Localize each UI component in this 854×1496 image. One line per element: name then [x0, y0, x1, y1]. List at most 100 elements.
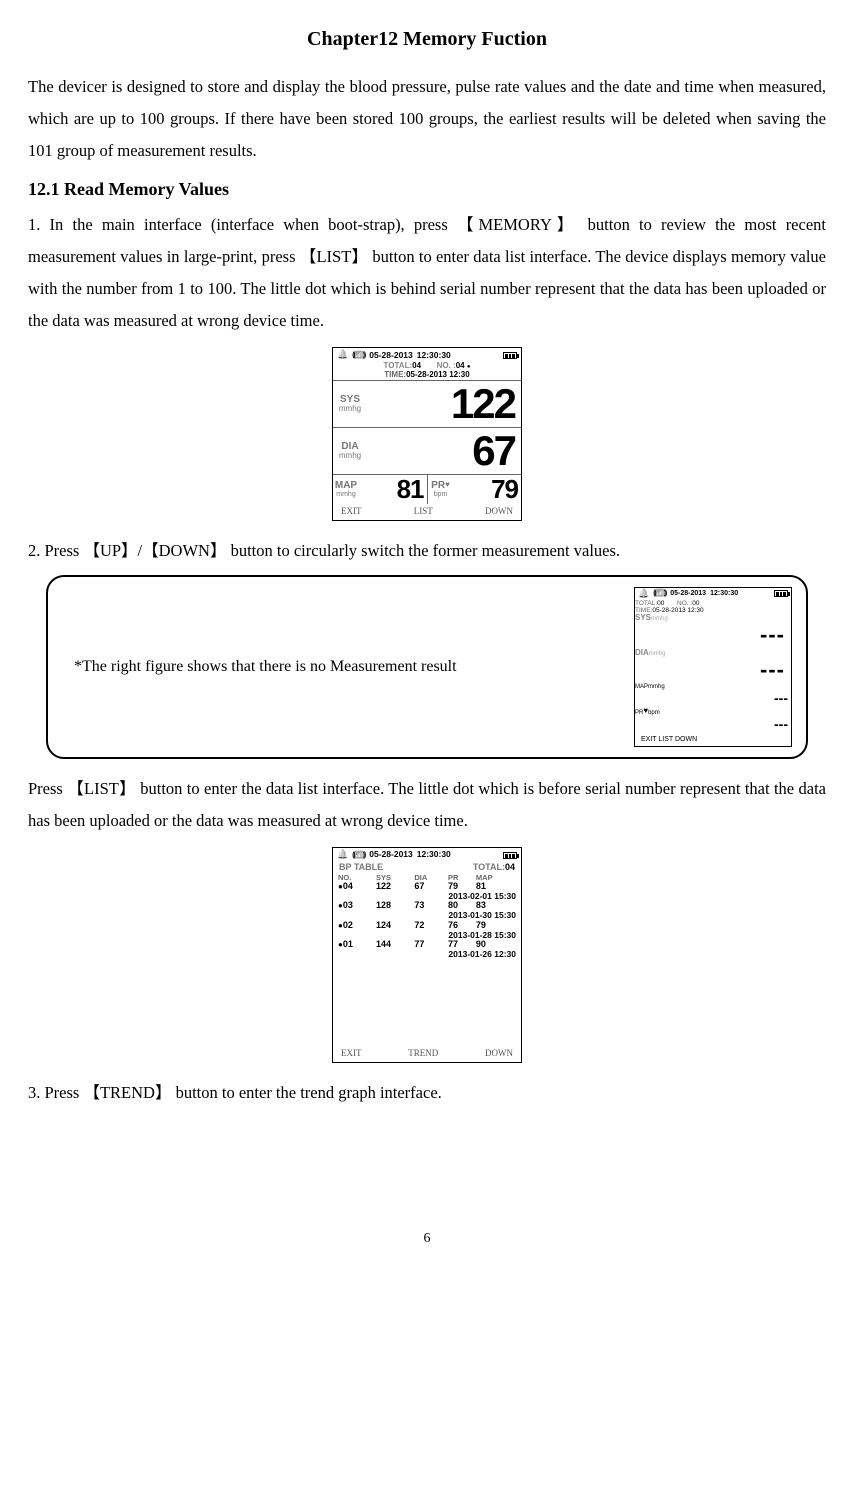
device-footer: EXIT LIST DOWN	[333, 504, 521, 520]
sys-unit: mmhg	[339, 405, 361, 414]
time-value: 05-28-2013 12:30	[652, 607, 703, 614]
dia-row: DIAmmhg ---	[635, 649, 791, 684]
total-label: TOTAL:	[635, 600, 657, 607]
pr-unit: bpm	[648, 710, 660, 716]
status-date: 05-28-2013	[369, 850, 412, 859]
footer-list: LIST	[658, 736, 673, 743]
meta-lines: TOTAL:04 NO. :04 ● TIME:05-28-2013 12:30	[333, 362, 521, 380]
note-no-result: *The right figure shows that there is no…	[46, 575, 808, 759]
device-screen-empty: 05-28-2013 12:30:30 TOTAL:00 NO. :00 TIM…	[634, 587, 792, 747]
battery-icon	[774, 590, 788, 597]
device-footer: EXIT LIST DOWN	[635, 734, 791, 746]
page-number: 6	[28, 1225, 826, 1252]
bp-table: NO. SYS DIA PR MAP ●04 122 67 79 81	[333, 874, 521, 1046]
row-no: 01	[343, 939, 353, 949]
status-bar: 05-28-2013 12:30:30	[635, 588, 791, 600]
footer-exit: EXIT	[341, 507, 362, 517]
pr-cell: PRbpm 79	[427, 474, 522, 504]
sys-unit: mmhg	[651, 616, 668, 622]
pr-label: PR	[635, 710, 648, 716]
row-sys: 122	[375, 882, 413, 892]
map-label: MAP	[335, 480, 357, 491]
row-ts: 2013-01-30 15:30	[337, 911, 517, 920]
footer-exit: EXIT	[341, 1049, 362, 1059]
device-screen-list: 05-28-2013 12:30:30 BP TABLE TOTAL:04 NO…	[332, 847, 522, 1063]
no-value: 04	[456, 361, 465, 370]
dia-label: DIA	[635, 648, 649, 657]
status-bar: 05-28-2013 12:30:30	[333, 848, 521, 862]
bp-table-title: BP TABLE	[339, 863, 383, 873]
table-row-ts: 2013-01-30 15:30	[337, 911, 517, 920]
intro-paragraph: The devicer is designed to store and dis…	[28, 71, 826, 168]
section-heading: 12.1 Read Memory Values	[28, 172, 826, 207]
map-pr-row: MAPmmhg --- PRbpm ---	[635, 684, 791, 734]
status-bar: 05-28-2013 12:30:30	[333, 348, 521, 362]
status-time: 12:30:30	[417, 351, 451, 360]
pr-value: 79	[454, 475, 522, 504]
footer-list: LIST	[414, 507, 433, 517]
battery-icon	[503, 352, 517, 359]
row-no: 02	[343, 920, 353, 930]
dia-row: DIAmmhg 67	[333, 427, 521, 474]
status-date: 05-28-2013	[369, 351, 412, 360]
map-pr-row: MAPmmhg 81 PRbpm 79	[333, 474, 521, 504]
status-time: 12:30:30	[417, 850, 451, 859]
row-ts: 2013-01-26 12:30	[337, 950, 517, 959]
pr-value: ---	[635, 717, 791, 734]
bp-title-row: BP TABLE TOTAL:04	[333, 862, 521, 874]
device-footer: EXIT TREND DOWN	[333, 1046, 521, 1062]
row-sys: 144	[375, 940, 413, 950]
footer-exit: EXIT	[641, 736, 656, 743]
sys-row: SYSmmhg ---	[635, 614, 791, 649]
footer-down: DOWN	[675, 736, 697, 743]
map-unit: mmhg	[336, 491, 355, 499]
paragraph-2: 2. Press 【UP】/【DOWN】 button to circularl…	[28, 535, 826, 567]
signal-icon	[653, 590, 666, 598]
row-ts: 2013-02-01 15:30	[337, 892, 517, 901]
total-label: TOTAL:	[384, 361, 413, 370]
dia-value: 67	[367, 428, 521, 474]
dia-value: ---	[635, 658, 791, 684]
signal-icon	[352, 350, 365, 360]
footer-down: DOWN	[485, 1049, 513, 1059]
row-dia: 73	[413, 901, 447, 911]
total-value: 00	[657, 600, 664, 607]
row-no: 03	[343, 900, 353, 910]
battery-icon	[503, 852, 517, 859]
no-label: NO. :	[677, 600, 692, 607]
row-dia: 67	[413, 882, 447, 892]
no-value: 00	[692, 600, 699, 607]
signal-icon	[352, 850, 365, 860]
row-ts: 2013-01-28 15:30	[337, 931, 517, 940]
total-value: 04	[412, 361, 421, 370]
footer-down: DOWN	[485, 507, 513, 517]
status-date: 05-28-2013	[670, 590, 706, 598]
figure-memory-detail: 05-28-2013 12:30:30 TOTAL:04 NO. :04 ● T…	[28, 347, 826, 520]
figure-bp-table: 05-28-2013 12:30:30 BP TABLE TOTAL:04 NO…	[28, 847, 826, 1063]
no-label: NO. :	[437, 361, 456, 370]
sys-value: ---	[635, 623, 791, 649]
pr-cell: PRbpm ---	[635, 708, 791, 734]
row-sys: 124	[375, 921, 413, 931]
map-cell: MAPmmhg 81	[333, 474, 427, 504]
dia-unit: mmhg	[649, 651, 666, 657]
map-cell: MAPmmhg ---	[635, 684, 791, 708]
row-dia: 72	[413, 921, 447, 931]
bell-icon	[638, 589, 649, 599]
device-screen: 05-28-2013 12:30:30 TOTAL:04 NO. :04 ● T…	[332, 347, 522, 520]
bell-icon	[337, 850, 348, 860]
status-time: 12:30:30	[710, 590, 738, 598]
footer-trend: TREND	[408, 1049, 438, 1059]
chapter-heading: Chapter12 Memory Fuction	[28, 20, 826, 59]
table-row-ts: 2013-01-28 15:30	[337, 931, 517, 940]
paragraph-4: 3. Press 【TREND】 button to enter the tre…	[28, 1077, 826, 1109]
total-label: TOTAL:	[473, 862, 505, 872]
paragraph-3: Press 【LIST】 button to enter the data li…	[28, 773, 826, 837]
sys-value: 122	[367, 381, 521, 427]
total-value: 04	[505, 862, 515, 872]
map-label: MAP	[635, 684, 648, 690]
meta-lines: TOTAL:00 NO. :00 TIME:05-28-2013 12:30	[635, 600, 791, 614]
paragraph-1: 1. In the main interface (interface when…	[28, 209, 826, 338]
row-no: 04	[343, 881, 353, 891]
note-text: *The right figure shows that there is no…	[74, 651, 618, 682]
